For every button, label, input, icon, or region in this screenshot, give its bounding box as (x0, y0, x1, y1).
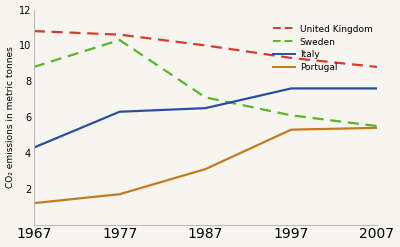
United Kingdom (117, 33, 122, 36)
Portugal (203, 168, 208, 171)
Sweden (374, 124, 379, 127)
Italy (117, 110, 122, 113)
Sweden (117, 39, 122, 41)
Portugal (289, 128, 294, 131)
Portugal (117, 193, 122, 196)
Line: United Kingdom: United Kingdom (34, 31, 377, 67)
Portugal (32, 202, 36, 205)
Line: Portugal: Portugal (34, 128, 377, 203)
Portugal (374, 126, 379, 129)
United Kingdom (32, 30, 36, 33)
Line: Sweden: Sweden (34, 40, 377, 126)
Italy (32, 146, 36, 149)
Italy (374, 87, 379, 90)
Sweden (203, 96, 208, 99)
Y-axis label: CO₂ emissions in metric tonnes: CO₂ emissions in metric tonnes (6, 46, 14, 188)
Line: Italy: Italy (34, 88, 377, 148)
United Kingdom (374, 65, 379, 68)
Italy (203, 107, 208, 110)
United Kingdom (289, 57, 294, 60)
Sweden (289, 114, 294, 117)
Legend: United Kingdom, Sweden, Italy, Portugal: United Kingdom, Sweden, Italy, Portugal (272, 25, 372, 72)
United Kingdom (203, 44, 208, 47)
Sweden (32, 65, 36, 68)
Italy (289, 87, 294, 90)
